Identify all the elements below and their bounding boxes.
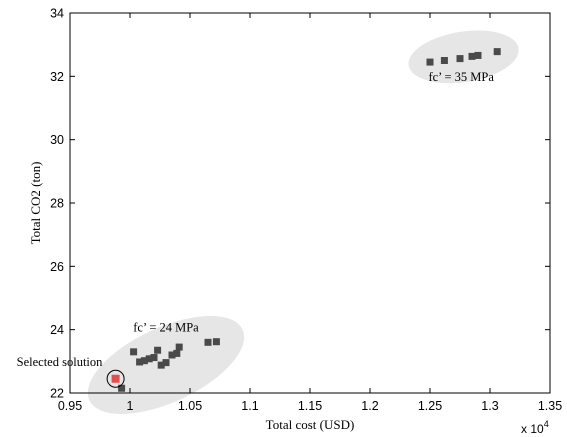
x-axis-multiplier-exponent: 4 xyxy=(544,419,549,429)
data-point xyxy=(168,351,176,359)
x-tick-label: 1.2 xyxy=(361,399,378,413)
y-tick-label: 30 xyxy=(50,133,64,147)
data-point xyxy=(474,51,482,59)
data-point xyxy=(173,349,181,357)
data-point xyxy=(204,338,212,346)
data-point xyxy=(136,358,144,366)
y-tick-label: 24 xyxy=(50,323,64,337)
y-axis-label: Total CO2 (ton) xyxy=(28,162,43,245)
x-tick-label: 1 xyxy=(127,399,134,413)
data-point xyxy=(212,338,220,346)
cluster-35mpa-ellipse xyxy=(408,30,519,84)
x-tick-label: 1.35 xyxy=(538,399,562,413)
cluster-ellipses xyxy=(87,30,519,414)
data-point xyxy=(440,57,448,64)
data-point xyxy=(154,346,162,354)
annotation-text: fc’ = 35 MPa xyxy=(428,70,494,84)
annotation-text: fc’ = 24 MPa xyxy=(133,320,199,334)
data-point xyxy=(456,55,464,63)
data-point xyxy=(145,355,153,363)
x-axis-multiplier: x 104 xyxy=(521,419,549,436)
y-tick-label: 28 xyxy=(50,197,64,211)
data-point xyxy=(426,58,434,66)
x-tick-label: 1.25 xyxy=(418,399,442,413)
x-axis-multiplier-base: x 10 xyxy=(521,422,544,436)
y-tick-label: 26 xyxy=(50,260,64,274)
selected-solution-point xyxy=(111,374,120,383)
data-points xyxy=(118,48,501,392)
data-point xyxy=(150,354,158,362)
data-point xyxy=(493,48,501,56)
x-tick-label: 1.1 xyxy=(241,399,258,413)
x-axis-label: Total cost (USD) xyxy=(266,417,355,432)
selected-solution-circle xyxy=(106,369,125,388)
data-point xyxy=(468,52,476,60)
data-point xyxy=(175,343,183,351)
annotation-text: Selected solution xyxy=(17,355,103,369)
x-tick-label: 1.05 xyxy=(178,399,202,413)
data-point xyxy=(157,361,165,369)
x-tick-label: 1.15 xyxy=(298,399,322,413)
x-tick-label: 1.3 xyxy=(481,399,498,413)
annotations: fc’ = 35 MPa fc’ = 24 MPa Selected solutio… xyxy=(17,70,495,369)
x-tick-label: 0.95 xyxy=(58,399,82,413)
data-point xyxy=(130,348,138,356)
data-point xyxy=(140,357,148,365)
data-point xyxy=(118,384,126,392)
axis-ticks: 0.95 1 1.05 1.1 1.15 1.2 1.25 1.3 1.35 22 24 26 28 30… xyxy=(50,7,562,414)
y-tick-label: 34 xyxy=(50,7,64,21)
selected-solution-marker xyxy=(106,369,125,388)
y-tick-label: 32 xyxy=(50,70,64,84)
data-point xyxy=(162,359,170,367)
y-tick-label: 22 xyxy=(50,387,64,401)
